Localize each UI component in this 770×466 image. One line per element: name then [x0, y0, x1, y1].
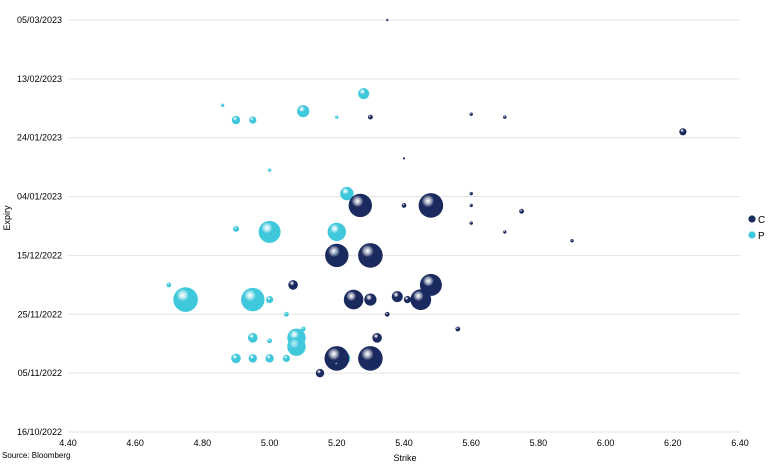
y-tick-label: 13/02/2023	[17, 74, 62, 84]
bubble-c	[403, 296, 411, 304]
bubble-c	[418, 193, 444, 218]
x-tick-labels: 4.40 4.60 4.80 5.00 5.20 5.40 5.60 5.80 6.00 6.20…	[59, 438, 749, 448]
bubble-c	[469, 112, 473, 116]
bubble-c	[469, 191, 473, 196]
bubble-p	[248, 354, 257, 363]
bubble-p	[282, 354, 290, 362]
bubble-c	[334, 361, 340, 367]
bubble-p	[248, 333, 258, 343]
x-tick-label: 6.00	[597, 438, 615, 448]
y-axis-title: Expiry	[2, 205, 12, 231]
bubble-p	[166, 282, 172, 288]
bubble-c	[325, 243, 349, 268]
bubble-p	[335, 115, 339, 119]
x-tick-label: 5.40	[395, 438, 413, 448]
bubble-p	[173, 287, 198, 312]
bubble-p	[358, 88, 370, 100]
bubble-p	[284, 311, 289, 317]
bubbles	[166, 18, 687, 378]
bubble-c	[469, 221, 473, 225]
x-tick-label: 6.20	[664, 438, 682, 448]
bubble-c	[358, 346, 383, 371]
bubble-c	[570, 239, 574, 243]
bubble-c	[519, 208, 524, 214]
bubble-c	[372, 333, 382, 343]
source-note: Source: Bloomberg	[2, 451, 70, 460]
legend-label-c: C	[758, 215, 765, 226]
x-tick-label: 6.40	[731, 438, 749, 448]
bubble-c	[503, 230, 507, 234]
bubble-p	[297, 105, 310, 118]
bubble-c	[679, 128, 687, 136]
bubble-c	[386, 18, 389, 22]
bubble-p	[220, 103, 225, 108]
bubble-p	[233, 225, 239, 232]
bubble-c	[288, 280, 298, 290]
bubble-p	[258, 220, 281, 243]
bubble-c	[455, 326, 461, 332]
bubble-c	[401, 203, 407, 208]
legend-marker-p	[748, 231, 756, 239]
x-tick-label: 4.60	[126, 438, 144, 448]
y-tick-label: 16/10/2022	[17, 427, 62, 437]
bubble-p	[241, 287, 265, 312]
y-tick-label: 24/01/2023	[17, 133, 62, 143]
bubble-p	[231, 115, 241, 125]
bubble-c	[368, 114, 373, 120]
x-tick-label: 5.00	[261, 438, 279, 448]
bubble-p	[287, 337, 306, 356]
bubble-c	[315, 368, 325, 378]
legend-marker-c	[748, 215, 756, 223]
y-tick-label: 25/11/2022	[18, 309, 62, 319]
bubble-c	[469, 203, 473, 208]
x-tick-label: 4.40	[59, 438, 77, 448]
bubble-c	[503, 115, 507, 119]
legend-label-p: P	[758, 231, 765, 242]
x-tick-label: 5.60	[462, 438, 480, 448]
bubble-c	[402, 157, 406, 160]
bubble-p	[265, 354, 274, 363]
bubble-p	[300, 326, 306, 332]
bubble-c	[391, 291, 403, 303]
x-tick-label: 4.80	[194, 438, 212, 448]
bubble-c	[324, 346, 350, 371]
bubble-c	[343, 289, 364, 310]
bubble-p	[340, 186, 354, 201]
y-tick-label: 05/03/2023	[17, 15, 62, 25]
x-axis-title: Strike	[393, 453, 416, 463]
x-tick-label: 5.80	[530, 438, 548, 448]
bubble-c	[348, 193, 372, 218]
x-tick-label: 5.20	[328, 438, 346, 448]
y-tick-label: 05/11/2022	[18, 368, 62, 378]
bubble-p	[327, 222, 346, 242]
legend: C P	[748, 215, 765, 242]
y-tick-labels: 16/10/2022 05/11/2022 25/11/2022 15/12/2022…	[17, 15, 62, 437]
bubble-p	[249, 116, 257, 124]
bubble-p	[266, 296, 274, 304]
bubble-p	[231, 353, 241, 364]
bubble-c	[410, 289, 432, 310]
bubble-c	[364, 293, 377, 306]
bubble-c	[358, 243, 383, 268]
bubble-c	[384, 311, 390, 317]
bubble-p	[267, 338, 272, 344]
y-tick-label: 15/12/2022	[17, 250, 62, 260]
bubble-p	[267, 168, 272, 172]
grid-lines	[68, 19, 740, 433]
y-tick-label: 04/01/2023	[17, 192, 62, 202]
